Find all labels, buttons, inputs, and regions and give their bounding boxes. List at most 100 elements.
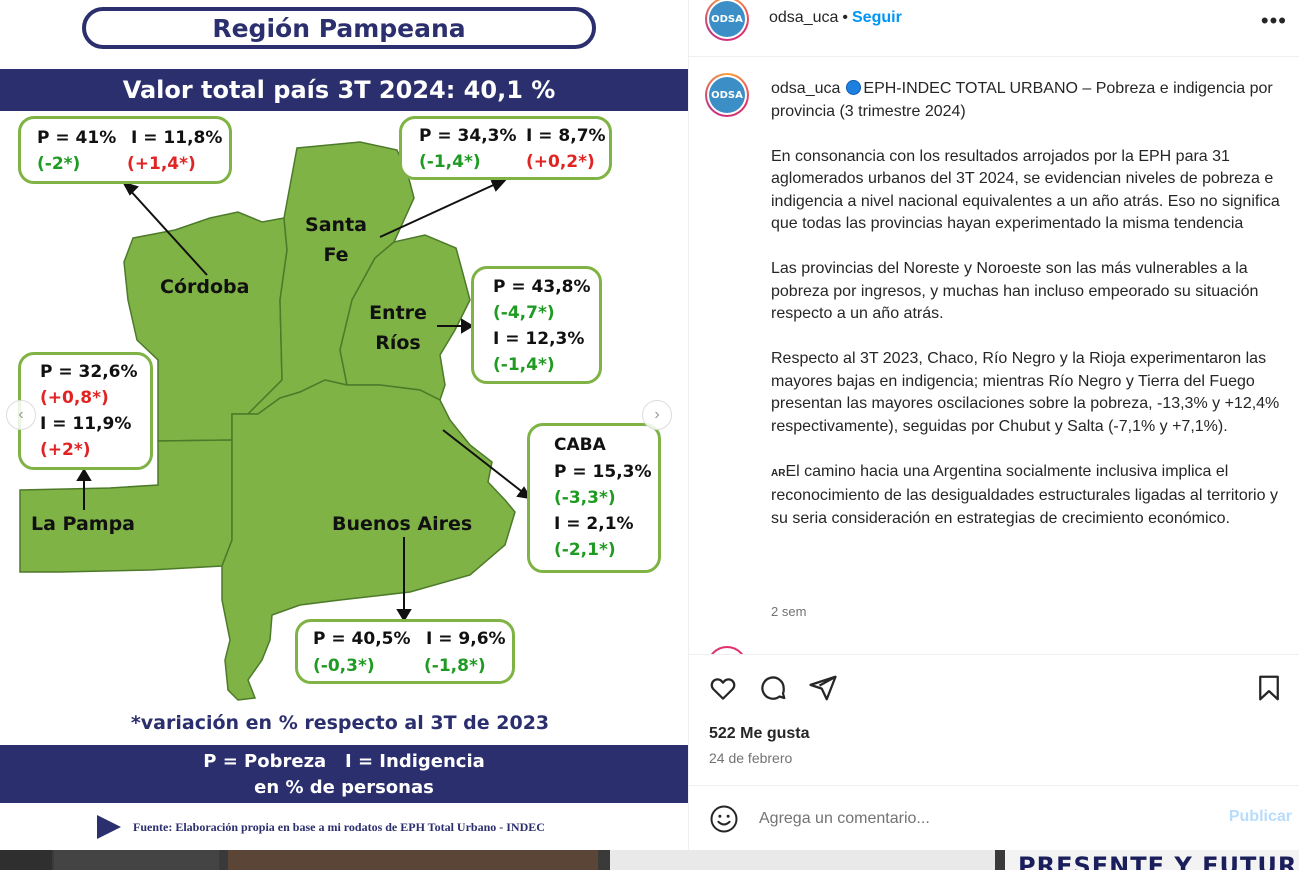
caption-avatar-text: ODSA [709,77,745,113]
post-image: Región Pampeana Valor total país 3T 2024… [0,7,688,840]
label-entre-rios-line1: Entre [369,302,427,324]
author-avatar[interactable]: ODSA [705,0,749,41]
header-divider [689,56,1299,57]
label-santa-fe-line2: Fe [323,244,349,266]
paper-plane-icon [809,675,837,701]
caption-paragraph-1: En consonancia con los resultados arroja… [771,147,1280,233]
callout-entre-rios: P = 43,8% (-4,7*) I = 12,3% (-1,4*) [471,266,602,384]
cordoba-indigence-change: (+1,4*) [127,154,196,174]
la-pampa-indigence: I = 11,9% [40,414,132,434]
entre-rios-indigence-change: (-1,4*) [493,355,555,375]
buenos-aires-poverty-change: (-0,3*) [313,656,375,676]
caption-title-paragraph: odsa_uca EPH-INDEC TOTAL URBANO – Pobreza… [771,78,1283,123]
label-la-pampa: La Pampa [31,513,135,535]
chevron-left-icon: ‹ [18,406,24,423]
comment-input[interactable] [759,806,1179,832]
post-caption: odsa_uca EPH-INDEC TOTAL URBANO – Pobreza… [771,78,1283,553]
strip-thumb-5[interactable] [1005,850,1299,870]
carousel-prev-button[interactable]: ‹ [6,400,36,430]
caption-username[interactable]: odsa_uca [771,80,841,97]
next-posts-strip: PRESENTE Y FUTUR [0,850,1299,870]
cordoba-poverty: P = 41% [37,128,117,148]
entre-rios-poverty: P = 43,8% [493,277,591,297]
buenos-aires-poverty: P = 40,5% [313,629,411,649]
buenos-aires-indigence: I = 9,6% [426,629,506,649]
header-dot: • [842,9,848,26]
header-username[interactable]: odsa_uca [769,9,839,26]
argentina-flag-icon: AR [771,467,786,479]
likes-count[interactable]: 522 Me gusta [709,725,810,742]
post-side-panel: ODSA odsa_uca • Seguir ••• ODSA odsa_uca EP… [688,0,1299,850]
cordoba-indigence: I = 11,8% [131,128,223,148]
variation-footnote: *variación en % respecto al 3T de 2023 [130,712,550,734]
carousel-next-button[interactable]: › [642,400,672,430]
label-cordoba: Córdoba [160,276,250,298]
entre-rios-poverty-change: (-4,7*) [493,303,555,323]
region-title: Región Pampeana [82,7,596,49]
pointer-arrows [76,177,532,622]
strip-thumb-4[interactable] [610,850,995,870]
strip-thumb-2[interactable] [54,850,219,870]
comment-bubble-icon [761,676,786,700]
caba-indigence-change: (-2,1*) [554,540,616,560]
follow-button[interactable]: Seguir [852,9,902,26]
entre-rios-indigence: I = 12,3% [493,329,585,349]
caption-paragraph-4-wrap: AREl camino hacia una Argentina socialme… [771,461,1283,531]
caba-label: CABA [554,435,606,455]
strip-thumb-1[interactable] [0,850,52,870]
emoji-icon[interactable] [709,804,739,834]
label-entre-rios: Entre Ríos [364,298,432,358]
chevron-right-icon: › [654,406,660,423]
caba-poverty: P = 15,3% [554,462,652,482]
entre-rios-shape [339,234,471,402]
post-date: 24 de febrero [709,750,793,766]
more-options-icon[interactable]: ••• [1260,8,1287,33]
callout-santa-fe: P = 34,3% I = 8,7% (-1,4*) (+0,2*) [399,116,612,180]
heart-icon [710,678,736,700]
callout-caba: CABA P = 15,3% (-3,3*) I = 2,1% (-2,1*) [527,423,661,573]
strip-thumb-text: PRESENTE Y FUTUR [1018,852,1298,870]
la-pampa-poverty-change: (+0,8*) [40,388,109,408]
action-bar [707,672,1287,704]
strip-thumb-3[interactable] [228,850,598,870]
comment-button[interactable] [757,672,789,704]
play-triangle-icon [97,815,121,839]
like-button[interactable] [707,672,739,704]
share-button[interactable] [807,672,839,704]
source-row: Fuente: Elaboración propia en base a mi … [97,814,545,840]
post-time-ago[interactable]: 2 sem [771,604,807,619]
label-entre-rios-line2: Ríos [375,332,421,354]
label-santa-fe-line1: Santa [305,214,367,236]
callout-cordoba: P = 41% I = 11,8% (-2*) (+1,4*) [18,116,232,184]
comment-avatar-peek [707,646,747,654]
save-button[interactable] [1253,672,1285,704]
label-santa-fe: Santa Fe [302,210,370,270]
santa-fe-poverty-change: (-1,4*) [419,152,481,172]
callout-la-pampa: P = 32,6% (+0,8*) I = 11,9% (+2*) [18,352,153,470]
caption-avatar[interactable]: ODSA [705,73,749,117]
caba-indigence: I = 2,1% [554,514,634,534]
pampeana-map [19,141,532,701]
bookmark-icon [1259,675,1279,701]
caption-paragraph-3: Respecto al 3T 2023, Chaco, Río Negro y … [771,350,1280,435]
post-header: odsa_uca • Seguir [769,9,902,27]
la-pampa-indigence-change: (+2*) [40,440,91,460]
avatar-logo-text: ODSA [709,1,745,37]
caption-paragraph-2: Las provincias del Noreste y Noroeste so… [771,260,1259,322]
comments-divider [689,654,1299,655]
cordoba-poverty-change: (-2*) [37,154,81,174]
caba-poverty-change: (-3,3*) [554,488,616,508]
source-text: Fuente: Elaboración propia en base a mi … [133,819,545,834]
label-buenos-aires: Buenos Aires [332,513,473,535]
legend-line-1: P = Pobreza I = Indigencia [203,751,485,772]
buenos-aires-shape [221,379,516,701]
publish-button[interactable]: Publicar [1228,808,1292,825]
caption-paragraph-4: El camino hacia una Argentina socialment… [771,462,1278,527]
santa-fe-indigence: I = 8,7% [526,126,606,146]
comment-composer: Publicar [689,785,1299,850]
legend-band: P = Pobreza I = Indigencia en % de perso… [0,745,688,803]
santa-fe-indigence-change: (+0,2*) [526,152,595,172]
santa-fe-poverty: P = 34,3% [419,126,517,146]
callout-buenos-aires: P = 40,5% I = 9,6% (-0,3*) (-1,8*) [295,619,515,684]
